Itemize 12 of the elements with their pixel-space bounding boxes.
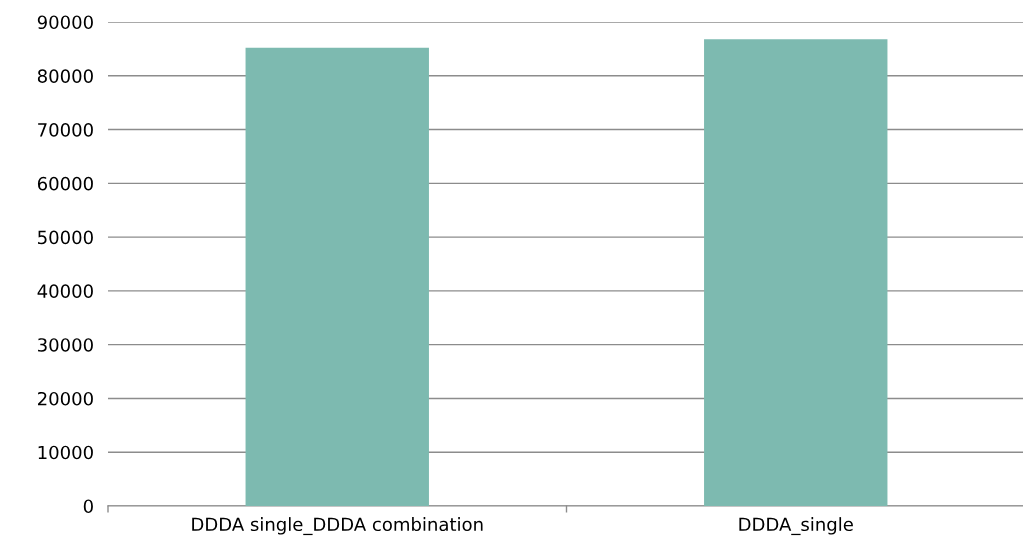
x-tick-label: DDDA_single — [739, 517, 853, 536]
y-tick-label: 30000 — [38, 338, 93, 352]
y-tick-label: 70000 — [38, 123, 93, 137]
y-tick-label: 50000 — [38, 230, 93, 245]
y-tick-label: 0 — [83, 499, 93, 514]
x-tick-label: DDDA single_DDDA combination — [192, 517, 483, 536]
y-tick-label: 20000 — [38, 391, 93, 406]
y-tick-label: 80000 — [37, 69, 93, 83]
y-tick-label: 60000 — [37, 176, 93, 191]
y-tick-label: 10000 — [38, 445, 93, 460]
y-tick-label: 90000 — [37, 15, 93, 30]
y-tick-label: 40000 — [37, 284, 93, 299]
